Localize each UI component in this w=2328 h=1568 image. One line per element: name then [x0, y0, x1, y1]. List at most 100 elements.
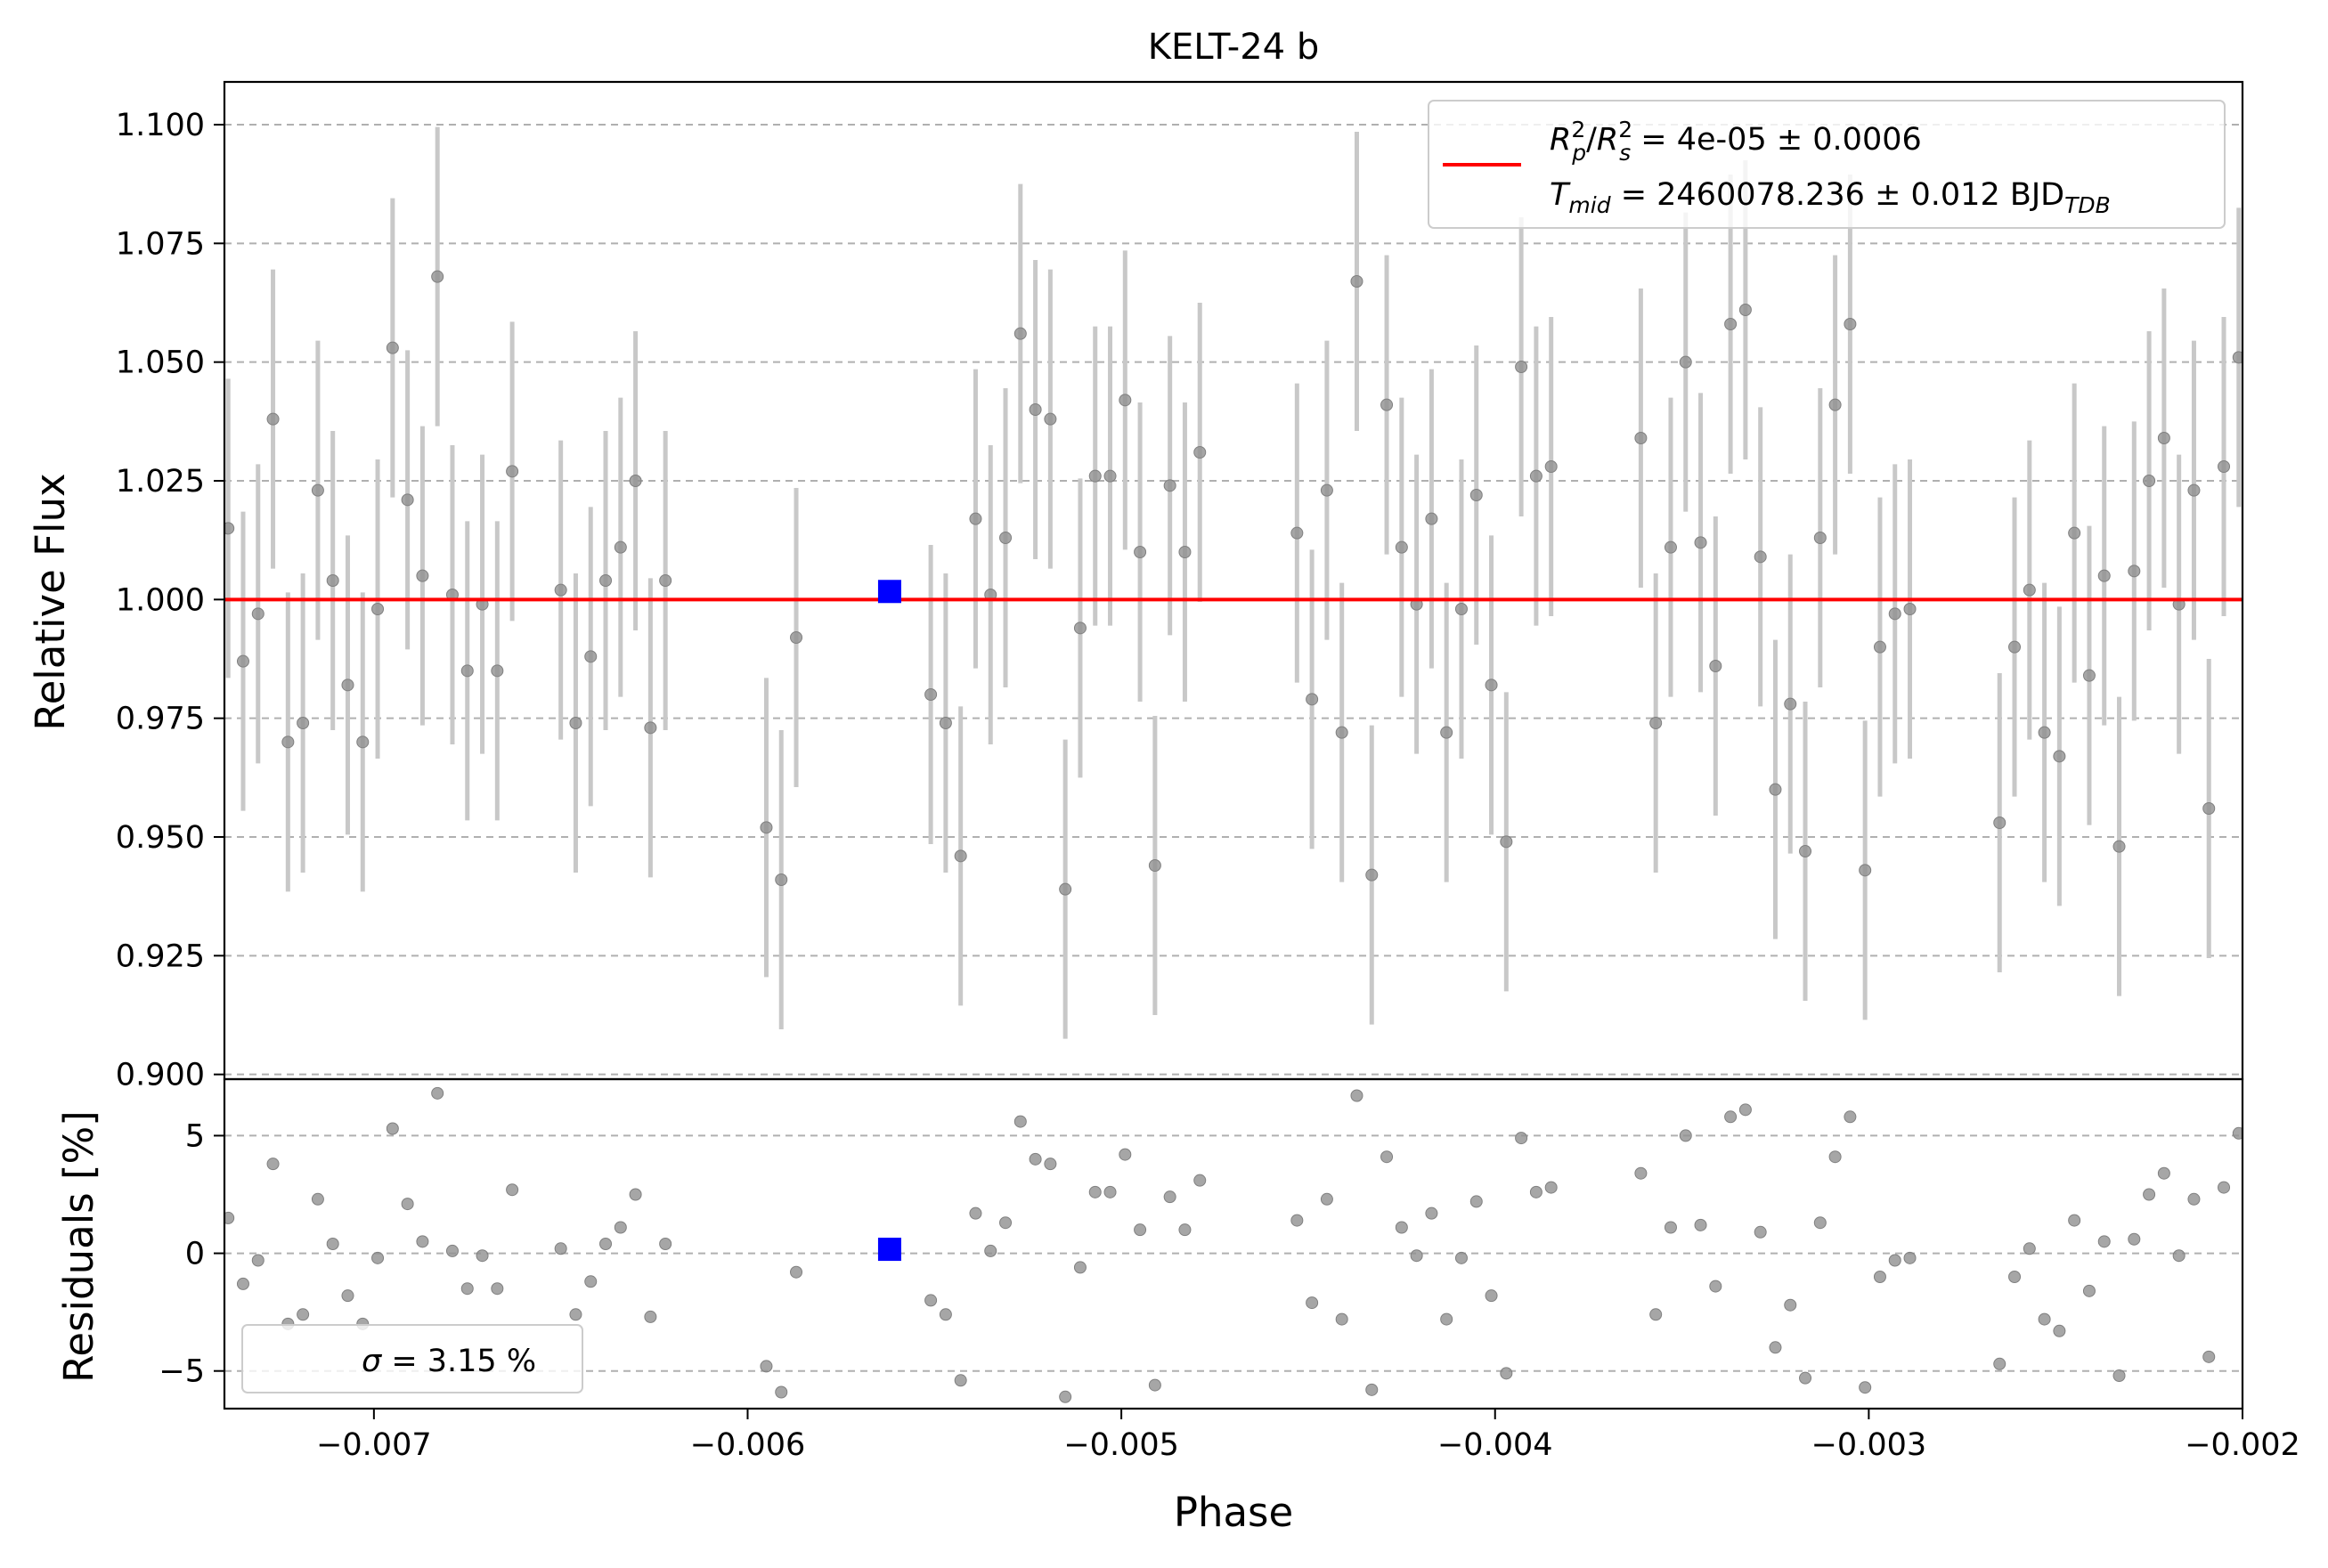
residual-point [2157, 1166, 2170, 1180]
residual-point [939, 1308, 952, 1321]
residual-point [2218, 1181, 2231, 1194]
residual-point [1440, 1312, 1453, 1326]
flux-point [1515, 361, 1528, 373]
flux-point [297, 717, 310, 729]
flux-point [2068, 526, 2081, 540]
flux-point [1350, 275, 1363, 288]
residual-point [476, 1249, 489, 1263]
flux-point [954, 849, 967, 863]
residual-point [1724, 1110, 1738, 1124]
residual-point [311, 1192, 324, 1206]
flux-point [1813, 532, 1827, 544]
residual-point [614, 1221, 627, 1234]
flux-point [1335, 726, 1348, 739]
flux-point [2038, 726, 2051, 739]
legend-tmid-entry: Tmid = 2460078.236 ± 0.012 BJDTDB [1550, 177, 2111, 218]
residuals-axes-frame [223, 1077, 2244, 1410]
residuals-y-ticks: −5 0 5 [159, 1118, 224, 1390]
flux-point [1134, 546, 1147, 558]
residual-point [1709, 1280, 1722, 1293]
flux-point [569, 717, 582, 729]
residual-point [969, 1206, 982, 1220]
residual-point [1649, 1308, 1663, 1321]
flux-point [431, 270, 444, 283]
residual-point [1073, 1261, 1087, 1274]
flux-point [1440, 726, 1453, 739]
residual-point [2112, 1369, 2126, 1382]
residual-point [1813, 1216, 1827, 1230]
residual-point [1993, 1357, 2006, 1370]
flux-point [2112, 840, 2126, 853]
residual-point [1873, 1271, 1886, 1283]
residual-point [760, 1360, 773, 1373]
residual-point [2008, 1271, 2022, 1283]
flux-point [1059, 882, 1072, 896]
flux-y-tick-label: 0.925 [116, 938, 205, 974]
flux-point [939, 717, 952, 729]
flux-point [629, 475, 642, 487]
flux-point [1485, 678, 1498, 692]
residual-point [1044, 1158, 1057, 1171]
residual-point [2187, 1192, 2201, 1206]
residual-point [1888, 1254, 1901, 1267]
residual-point [1634, 1166, 1648, 1180]
residuals-binned-point [877, 1238, 901, 1262]
residual-point [1335, 1312, 1348, 1326]
flux-point [599, 574, 613, 587]
flux-point [1088, 469, 1102, 483]
flux-point [1664, 540, 1677, 554]
flux-point [236, 654, 249, 668]
residual-point [1350, 1089, 1363, 1102]
residual-point [1469, 1195, 1483, 1208]
flux-point [775, 873, 788, 886]
residuals-legend-frame [241, 1324, 583, 1393]
residual-point [2068, 1214, 2081, 1227]
flux-point [924, 688, 938, 701]
residual-point [1290, 1214, 1304, 1227]
flux-point [2008, 640, 2022, 654]
flux-point [1529, 469, 1543, 483]
residuals-y-tick-label: 0 [185, 1237, 205, 1272]
flux-point [760, 821, 773, 834]
flux-point [1193, 446, 1207, 459]
phase-x-tick-label: −0.004 [1437, 1427, 1553, 1463]
flux-y-tick-label: 0.900 [116, 1058, 205, 1093]
residual-point [224, 1211, 235, 1224]
residual-point [1544, 1181, 1558, 1194]
residual-point [1380, 1150, 1394, 1164]
residual-point [1193, 1174, 1207, 1187]
residuals-y-tick-label: 5 [185, 1118, 205, 1154]
flux-point [1500, 835, 1513, 849]
flux-point [2128, 565, 2141, 578]
flux-point [1769, 783, 1782, 796]
residual-point [1395, 1221, 1408, 1234]
flux-point [1634, 432, 1648, 444]
residuals-y-axis-label: Residuals [%] [55, 1110, 102, 1383]
residual-point [1163, 1190, 1176, 1204]
residual-point [266, 1158, 280, 1171]
residual-point [954, 1374, 967, 1387]
residual-binned-marker [877, 1238, 901, 1262]
residual-point [924, 1294, 938, 1307]
flux-point [1844, 318, 1857, 330]
residual-point [1754, 1225, 1767, 1239]
flux-point [281, 735, 295, 749]
flux-point [1044, 412, 1057, 426]
flux-y-axis-label: Relative Flux [27, 473, 74, 730]
flux-point [790, 631, 803, 644]
residual-point [341, 1289, 354, 1303]
flux-point [1178, 546, 1192, 558]
flux-point [2143, 475, 2156, 487]
residual-point [460, 1282, 474, 1296]
residual-point [445, 1244, 459, 1257]
residual-point [775, 1385, 788, 1399]
residual-point [1410, 1249, 1423, 1263]
flux-point [416, 569, 429, 582]
flux-point [341, 678, 354, 692]
residuals-y-tick-label: −5 [159, 1354, 205, 1390]
residual-point [1148, 1378, 1161, 1392]
flux-point [1029, 403, 1042, 416]
residual-point [790, 1265, 803, 1279]
flux-point [1828, 398, 1842, 411]
residual-point [1859, 1381, 1872, 1394]
